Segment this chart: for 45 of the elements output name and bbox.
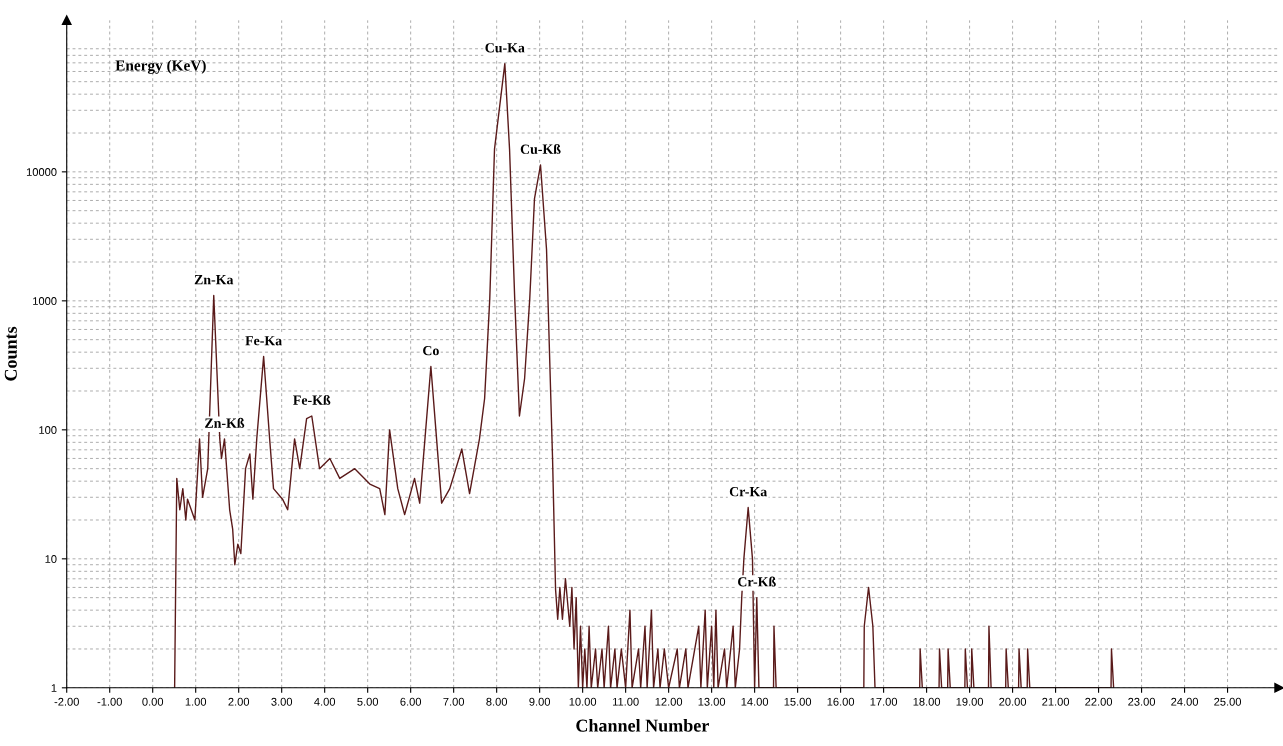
annotation: Fe-Ka xyxy=(245,336,282,346)
x-tick-label: 0.00 xyxy=(142,697,164,706)
x-tick-label: 17.00 xyxy=(870,697,898,706)
y-tick-label: 100 xyxy=(39,426,57,434)
annotation: Cu-Kß xyxy=(520,143,561,154)
annotation: Fe-Kß xyxy=(293,394,331,405)
x-tick-label: -2.00 xyxy=(54,697,79,706)
x-tick-label: 12.00 xyxy=(655,697,683,706)
annotation: Energy (KeV) xyxy=(115,59,206,74)
x-tick-label: 23.00 xyxy=(1128,697,1156,706)
x-tick-label: 4.00 xyxy=(314,697,336,706)
annotation: Zn-Ka xyxy=(194,275,234,285)
annotation: Zn-Kß xyxy=(205,417,245,428)
x-tick-label: 1.00 xyxy=(185,697,207,706)
x-tick-label: 22.00 xyxy=(1085,697,1113,706)
x-tick-label: 18.00 xyxy=(913,697,941,706)
annotation: Cr-Ka xyxy=(729,487,767,497)
x-tick-label: 7.00 xyxy=(443,697,465,706)
annotation: Cr-Kß xyxy=(738,576,776,587)
x-tick-label: 8.00 xyxy=(486,697,508,706)
x-tick-label: 21.00 xyxy=(1042,697,1070,706)
x-tick-label: 15.00 xyxy=(784,697,812,706)
x-tick-label: 3.00 xyxy=(271,697,293,706)
x-tick-label: 10.00 xyxy=(569,697,597,706)
y-axis-title: Counts xyxy=(4,326,17,381)
y-tick-label: 10 xyxy=(45,555,57,563)
annotation: Co xyxy=(423,345,439,356)
annotation: Cu-Ka xyxy=(485,43,525,53)
y-tick-label: 10000 xyxy=(26,168,57,176)
x-tick-label: -1.00 xyxy=(97,697,122,706)
x-tick-label: 20.00 xyxy=(999,697,1027,706)
y-tick-label: 1 xyxy=(51,684,57,692)
x-axis-title: Channel Number xyxy=(576,719,709,732)
x-tick-label: 6.00 xyxy=(400,697,422,706)
x-tick-label: 11.00 xyxy=(613,697,639,706)
x-tick-label: 14.00 xyxy=(741,697,769,706)
y-tick-label: 1000 xyxy=(33,297,57,305)
x-tick-label: 16.00 xyxy=(827,697,855,706)
x-tick-label: 19.00 xyxy=(956,697,984,706)
x-tick-label: 25.00 xyxy=(1214,697,1242,706)
x-tick-label: 13.00 xyxy=(698,697,726,706)
x-tick-label: 9.00 xyxy=(529,697,551,706)
x-tick-label: 5.00 xyxy=(357,697,379,706)
x-tick-label: 24.00 xyxy=(1171,697,1199,706)
x-tick-label: 2.00 xyxy=(228,697,250,706)
